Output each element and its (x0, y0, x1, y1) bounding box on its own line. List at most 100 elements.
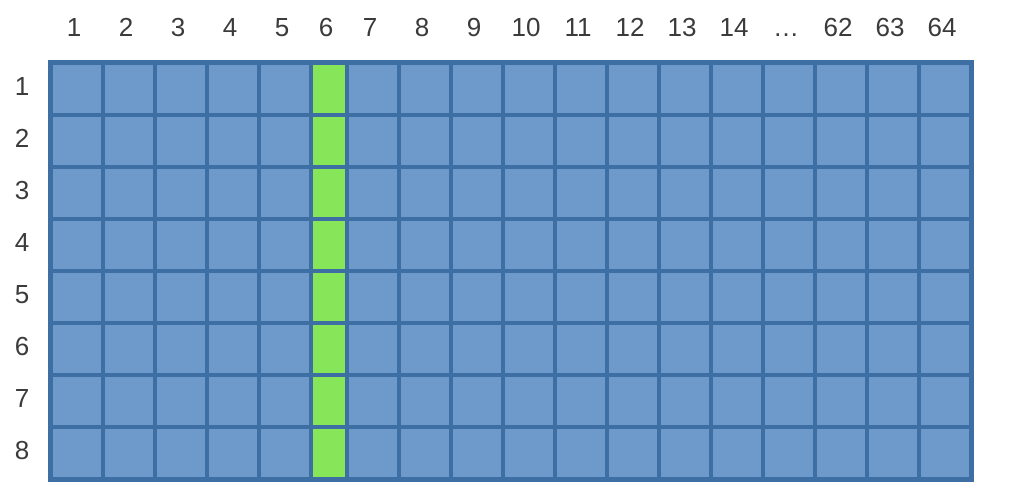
grid-cell (451, 323, 503, 375)
column-label: 11 (552, 12, 604, 43)
grid-cell (555, 427, 607, 479)
grid-cell (555, 375, 607, 427)
grid-cell (503, 375, 555, 427)
grid-cell (259, 375, 311, 427)
grid-cell (51, 375, 103, 427)
row-label: 3 (0, 164, 44, 216)
grid-cell (207, 427, 259, 479)
grid-cell (919, 375, 971, 427)
grid-cell (51, 115, 103, 167)
grid-cell (607, 375, 659, 427)
grid-cell (103, 323, 155, 375)
grid-cell (919, 323, 971, 375)
grid-cell (155, 427, 207, 479)
grid-cell (763, 167, 815, 219)
grid-cell (399, 271, 451, 323)
grid-cell (711, 167, 763, 219)
grid-cell-highlighted (311, 219, 347, 271)
grid-cell (259, 115, 311, 167)
grid-cell (555, 167, 607, 219)
grid-cell (103, 63, 155, 115)
grid-cell (919, 167, 971, 219)
grid-cell (51, 323, 103, 375)
column-label: 14 (708, 12, 760, 43)
grid-cell (103, 427, 155, 479)
table-row (51, 271, 971, 323)
grid-cell (919, 63, 971, 115)
grid-cell (399, 115, 451, 167)
grid-cell (607, 115, 659, 167)
grid-cell (711, 271, 763, 323)
grid-cell (347, 219, 399, 271)
column-label: 64 (916, 12, 968, 43)
grid-cell (867, 63, 919, 115)
grid-cell (815, 271, 867, 323)
grid-cell (867, 323, 919, 375)
grid-cell (51, 427, 103, 479)
column-label: 10 (500, 12, 552, 43)
grid-cell (451, 271, 503, 323)
row-label: 1 (0, 60, 44, 112)
table-row (51, 63, 971, 115)
grid-cell-highlighted (311, 427, 347, 479)
grid-cell (867, 167, 919, 219)
grid-cell (103, 167, 155, 219)
grid-cell (103, 375, 155, 427)
grid-cell (503, 63, 555, 115)
grid-cell (207, 63, 259, 115)
grid-cell (659, 167, 711, 219)
grid-cell (711, 115, 763, 167)
table-row (51, 167, 971, 219)
grid-cell (155, 375, 207, 427)
grid-cell (659, 375, 711, 427)
column-label: 2 (100, 12, 152, 43)
grid-cell (763, 427, 815, 479)
row-label: 6 (0, 320, 44, 372)
grid-cell (867, 115, 919, 167)
grid-cell (155, 115, 207, 167)
grid-cell (51, 271, 103, 323)
grid-cell-highlighted (311, 63, 347, 115)
grid-cell (399, 375, 451, 427)
grid-cell (815, 219, 867, 271)
table-row (51, 219, 971, 271)
grid-cell (155, 271, 207, 323)
grid-cell (555, 271, 607, 323)
grid-cell (503, 219, 555, 271)
column-label: 62 (812, 12, 864, 43)
grid-cell (207, 219, 259, 271)
grid-cell (207, 115, 259, 167)
grid-cell (815, 375, 867, 427)
grid-cell-highlighted (311, 271, 347, 323)
row-label: 7 (0, 372, 44, 424)
grid-cell (763, 63, 815, 115)
grid-cell (259, 167, 311, 219)
grid-cell (155, 63, 207, 115)
grid-cell (555, 219, 607, 271)
column-label: 13 (656, 12, 708, 43)
grid-cell (555, 115, 607, 167)
grid-cell (51, 63, 103, 115)
grid-cell (815, 323, 867, 375)
grid-cell (919, 271, 971, 323)
column-label: 6 (308, 12, 344, 43)
grid-cell (347, 323, 399, 375)
grid-cell (867, 375, 919, 427)
grid-cell (711, 219, 763, 271)
grid-cell-highlighted (311, 167, 347, 219)
row-label: 4 (0, 216, 44, 268)
grid-cell (503, 271, 555, 323)
grid-cell (347, 167, 399, 219)
grid-cell (659, 271, 711, 323)
row-label: 5 (0, 268, 44, 320)
grid-cell (103, 271, 155, 323)
grid-cell (919, 219, 971, 271)
grid-cell (711, 63, 763, 115)
grid-cell (607, 167, 659, 219)
grid-cell (659, 63, 711, 115)
grid-cell (659, 323, 711, 375)
grid-cell (347, 375, 399, 427)
grid-cell (155, 167, 207, 219)
column-label: 9 (448, 12, 500, 43)
column-label: 8 (396, 12, 448, 43)
